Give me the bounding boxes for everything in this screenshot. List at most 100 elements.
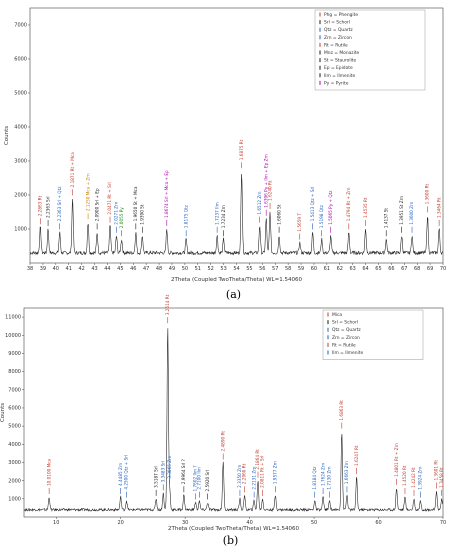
- peak-label: 4.2500 Qtz + Srl: [124, 455, 129, 490]
- peak-label: 1.9650 St + Mca: [133, 186, 138, 221]
- x-tick-label: 61: [324, 266, 330, 272]
- legend-entry: Phg = Phengite: [324, 12, 358, 18]
- peak-label: 2.2131 Zrn: [251, 466, 256, 489]
- peak-label: 1.7234 Zrn: [221, 205, 226, 228]
- y-tick-label: 3000: [14, 159, 27, 165]
- x-tick-label: 65: [375, 266, 381, 272]
- legend-entry: Qtz = Quartz: [332, 327, 361, 333]
- x-tick-label: 56: [259, 266, 265, 272]
- peak-label: 2.0811 Rt + Srl: [260, 456, 265, 488]
- x-tick-label: 67: [401, 266, 407, 272]
- plot-frame: [23, 307, 444, 518]
- x-tick-label: 60: [375, 520, 381, 526]
- peak-label: 2.2363 Srl + Qtz: [57, 186, 62, 222]
- peak-label: 1.3464 Rt: [436, 197, 441, 218]
- peak-label: 1.6663 Zrn: [344, 461, 349, 484]
- xrd-pattern-line: [23, 328, 443, 513]
- peak-label: 1.7237 Ilm: [214, 202, 219, 224]
- peak-label: 1.5413 Qtz + Srl: [310, 187, 315, 222]
- x-tick-label: 30: [182, 520, 188, 526]
- x-tick-label: 52: [208, 266, 214, 272]
- peak-label: 1.4535 Rt: [363, 197, 368, 218]
- x-tick-label: 45: [117, 266, 123, 272]
- y-tick-label: 11000: [5, 315, 21, 321]
- x-tick-label: 59: [298, 266, 304, 272]
- peak-label: 1.6247 Rt: [354, 445, 359, 466]
- peak-label: 3.3483 Srl: [160, 461, 165, 483]
- x-tick-label: 57: [272, 266, 278, 272]
- x-tick-label: 51: [195, 266, 201, 272]
- y-tick-label: 2000: [8, 478, 21, 484]
- peak-label: 1.5198 Qtz: [319, 204, 324, 228]
- peak-label: 1.9577 Zrn: [273, 461, 278, 484]
- peak-label: 1.3601 Rt: [434, 460, 439, 481]
- peak-label: 2.1250 Mca + Zrn: [85, 173, 90, 211]
- x-tick-label: 38: [27, 266, 33, 272]
- peak-label: 2.0055 Py: [119, 207, 124, 229]
- legend-entry: Zrn = Zircon: [332, 335, 360, 341]
- peak-label: 2.0900 Srl + Ep: [94, 188, 99, 221]
- x-tick-label: 40: [246, 520, 252, 526]
- peak-label: 1.8184 Qtz: [312, 466, 317, 490]
- peak-label: 2.3350 Zrn: [237, 464, 242, 487]
- figure-caption: (a): [226, 288, 241, 301]
- x-tick-label: 70: [440, 266, 446, 272]
- x-tick-label: 43: [91, 266, 97, 272]
- peak-label: 2.9964 Srl ?: [181, 459, 186, 484]
- peak-label: 1.7602 Ilm ?: [193, 465, 198, 491]
- legend-entry: Mnz = Monazite: [324, 50, 360, 56]
- x-tick-label: 48: [156, 266, 162, 272]
- peak-label: 1.7624 Zrn: [320, 463, 325, 486]
- legend-entry: Rt = Rutile: [324, 42, 348, 48]
- peak-label: 1.7130 Zrn: [327, 466, 332, 489]
- chart-panel-b: 1000 2000 3000 4000 5000 6000 7000 8000 9000 1000…: [0, 294, 446, 547]
- x-tick-label: 47: [143, 266, 149, 272]
- y-axis-label: Counts: [0, 403, 6, 422]
- figure-caption: (b): [223, 534, 239, 547]
- peak-label: 3.2514 Rt: [165, 294, 170, 315]
- x-tick-label: 49: [169, 266, 175, 272]
- peak-label: 1.6512 Zrn: [257, 191, 262, 214]
- legend-entry: Ilm = Ilmenite: [332, 350, 363, 356]
- peak-label: 3.3065 Zrn: [167, 455, 172, 478]
- x-tick-label: 39: [40, 266, 46, 272]
- peak-label: 2.5920 Srl: [205, 470, 210, 492]
- peak-label: 2.1871 Rt + Mca: [70, 152, 75, 188]
- y-axis-label: Counts: [4, 126, 10, 145]
- peak-label: 1.9390 St: [139, 204, 144, 225]
- x-tick-label: 50: [182, 266, 188, 272]
- x-tick-label: 64: [362, 266, 368, 272]
- y-tick-label: 4000: [8, 442, 21, 448]
- y-tick-label: 4000: [14, 125, 27, 131]
- legend-entry: Qtz = Quartz: [324, 27, 353, 33]
- y-tick-label: 7000: [14, 23, 27, 29]
- peak-label: 1.5659 T: [297, 213, 302, 232]
- legend-box: [314, 9, 426, 91]
- peak-label: 2.7100 Ilm: [197, 467, 202, 489]
- x-tick-label: 50: [311, 520, 317, 526]
- y-tick-label: 5000: [8, 424, 21, 430]
- peak-label: 1.8674 Srl + Mca + Ep: [164, 170, 169, 218]
- peak-label: 1.4520 Rt: [402, 465, 407, 486]
- x-tick-label: 42: [78, 266, 84, 272]
- legend-entry: Zrn = Zircon: [324, 35, 352, 41]
- y-tick-label: 5000: [14, 91, 27, 97]
- x-tick-label: 40: [53, 266, 59, 272]
- peak-label: 1.3924 Zrn: [418, 466, 423, 489]
- x-tick-label: 46: [130, 266, 136, 272]
- x-tick-label: 66: [388, 266, 394, 272]
- x-axis-label: 2Theta (Coupled TwoTheta/Theta) WL=1.540…: [168, 526, 299, 532]
- peak-label: 1.6875 Rt: [239, 139, 244, 160]
- peak-label: 1.3600 Rt: [425, 184, 430, 205]
- peak-label: 4.4485 Zrn: [118, 463, 123, 486]
- x-tick-label: 53: [220, 266, 226, 272]
- x-tick-label: 69: [427, 266, 433, 272]
- y-tick-label: 9000: [8, 351, 21, 357]
- y-tick-label: 1000: [8, 496, 21, 502]
- legend-entry: Mica: [332, 312, 342, 318]
- peak-label: 2.0271 Zrn: [114, 201, 119, 224]
- x-tick-label: 68: [414, 266, 420, 272]
- x-tick-label: 55: [246, 266, 252, 272]
- x-tick-label: 60: [311, 266, 317, 272]
